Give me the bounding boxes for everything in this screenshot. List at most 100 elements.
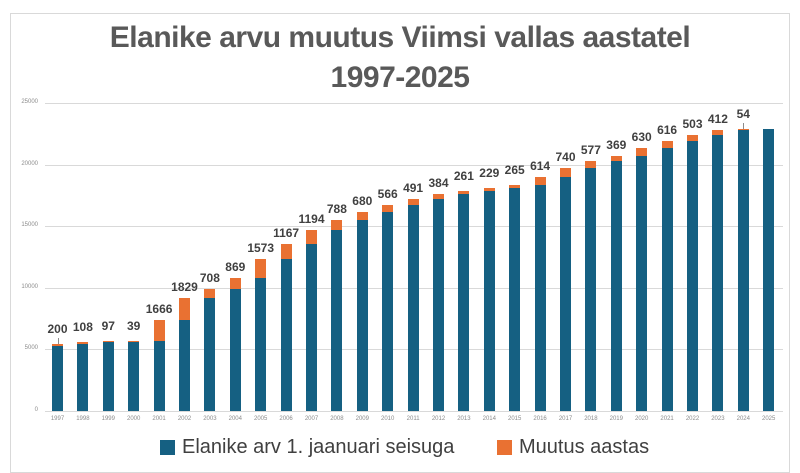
- data-label-2005: 1573: [247, 240, 275, 255]
- bar-population-2010: [382, 211, 394, 411]
- x-tick-label: 2000: [127, 416, 141, 422]
- bar-population-2013: [458, 193, 470, 411]
- bar-change-2021: [661, 140, 673, 149]
- x-tick-label: 2012: [431, 416, 446, 422]
- chart-title: Elanike arvu muutus Viimsi vallas aastat…: [0, 18, 800, 98]
- x-tick-label: 2016: [533, 416, 547, 422]
- bar-change-2023: [712, 129, 724, 135]
- bar-population-2020: [636, 156, 648, 411]
- y-tick-label: 20000: [21, 161, 38, 167]
- data-label-2015: 265: [504, 162, 525, 177]
- bar-change-2017: [560, 167, 571, 177]
- bar-population-2023: [712, 134, 724, 411]
- data-label-2018: 577: [580, 142, 601, 157]
- bar-population-2022: [687, 140, 698, 411]
- label-leader-line: [57, 337, 59, 344]
- data-label-2014: 229: [479, 165, 500, 180]
- data-label-2013: 261: [453, 168, 474, 183]
- x-tick-label: 2005: [254, 416, 268, 422]
- x-tick-label: 2011: [406, 416, 420, 422]
- x-tick-label: 2004: [228, 416, 242, 422]
- x-tick-label: 2025: [762, 416, 776, 422]
- x-tick-label: 2023: [711, 416, 725, 422]
- bar-change-2003: [204, 288, 216, 298]
- data-label-2007: 1194: [298, 211, 325, 226]
- data-label-2009: 680: [352, 193, 373, 208]
- data-label-2006: 1167: [273, 226, 300, 241]
- bar-change-2000: [128, 340, 140, 342]
- bar-population-1999: [102, 342, 114, 411]
- x-tick-label: 2008: [330, 416, 344, 422]
- x-tick-label: 1998: [76, 416, 90, 422]
- bar-change-2019: [610, 156, 622, 161]
- data-label-2024: 54: [736, 106, 750, 121]
- bar-population-2002: [179, 320, 190, 411]
- bar-population-1997: [52, 346, 63, 411]
- legend-swatch-blue: [160, 440, 175, 455]
- legend-swatch-orange: [497, 440, 512, 455]
- data-label-1999: 97: [101, 319, 115, 334]
- bar-population-2015: [509, 187, 521, 411]
- data-label-2022: 503: [682, 116, 703, 131]
- y-tick-label: 10000: [21, 284, 38, 290]
- label-leader-line: [743, 122, 745, 129]
- bar-change-2005: [255, 258, 267, 279]
- bar-change-2010: [382, 204, 394, 212]
- legend-label-change: Muutus aastas: [519, 436, 650, 458]
- data-label-1997: 200: [47, 321, 68, 336]
- x-tick-label: 2021: [660, 416, 674, 422]
- bar-change-2024: [737, 128, 749, 130]
- chart-title-line-2: 1997-2025: [330, 61, 470, 94]
- bar-change-2013: [458, 190, 470, 194]
- bar-population-2001: [153, 340, 165, 411]
- x-tick-label: 1997: [50, 416, 65, 422]
- data-label-2023: 412: [707, 111, 728, 126]
- bar-change-2001: [153, 320, 165, 341]
- bar-change-2009: [356, 211, 368, 220]
- bar-change-2020: [636, 148, 648, 157]
- x-tick-label: 2020: [635, 416, 649, 422]
- plot-area: 0 5000 10000 15000 20000 25000 200 1997 108 1998 9…: [21, 99, 783, 422]
- x-tick-label: 1999: [101, 416, 115, 422]
- x-tick-label: 2010: [381, 416, 395, 422]
- bar-change-2016: [534, 176, 546, 185]
- data-label-2004: 869: [225, 260, 246, 275]
- bar-change-2008: [331, 219, 343, 230]
- bar-population-2019: [610, 160, 622, 411]
- bar-change-2007: [306, 229, 317, 245]
- data-label-2021: 616: [657, 122, 678, 137]
- bar-change-1997: [52, 343, 63, 347]
- data-label-2000: 39: [127, 318, 141, 333]
- bar-population-2011: [407, 204, 419, 411]
- legend-item-population: Elanike arv 1. jaanuari seisuga: [160, 436, 454, 459]
- bar-population-2018: [585, 167, 597, 411]
- gridline: [45, 411, 783, 412]
- x-tick-label: 2017: [558, 416, 573, 422]
- bar-change-2022: [687, 134, 698, 141]
- bar-population-2024: [737, 129, 749, 411]
- bar-change-2014: [483, 187, 495, 191]
- gridline: [45, 103, 783, 104]
- x-tick-label: 2013: [457, 416, 471, 422]
- bar-change-2015: [509, 184, 521, 188]
- bar-population-2009: [356, 219, 368, 411]
- bar-change-1998: [77, 342, 89, 344]
- bar-population-2006: [280, 258, 292, 411]
- bar-population-2000: [128, 341, 140, 411]
- data-label-1998: 108: [72, 320, 93, 335]
- x-tick-label: 2009: [355, 416, 369, 422]
- bar-population-2004: [229, 288, 241, 411]
- chart-frame: [10, 13, 790, 473]
- bar-population-2021: [661, 148, 673, 411]
- bar-population-2007: [306, 244, 317, 411]
- data-label-2016: 614: [530, 158, 551, 173]
- bar-population-1998: [77, 343, 89, 411]
- bar-change-2006: [280, 244, 292, 259]
- data-label-2001: 1666: [145, 302, 173, 317]
- x-tick-label: 2001: [152, 416, 166, 422]
- x-tick-label: 2022: [685, 416, 700, 422]
- legend: Elanike arv 1. jaanuari seisuga Muutus a…: [0, 436, 800, 460]
- bar-population-2012: [433, 198, 444, 411]
- data-label-2008: 788: [326, 201, 347, 216]
- data-label-2019: 369: [606, 138, 627, 153]
